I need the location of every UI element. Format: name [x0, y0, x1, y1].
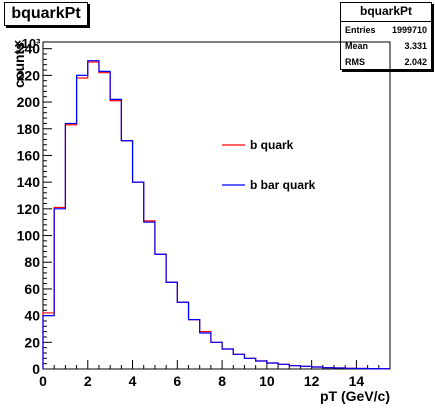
y-tick-label: 20: [24, 334, 40, 350]
legend-label-b-bar-quark: b bar quark: [250, 178, 316, 192]
series-b-bar-quark-line: [42, 60, 390, 370]
y-tick-label: 180: [17, 121, 41, 137]
stats-label-rms: RMS: [345, 57, 365, 67]
stats-value-mean: 3.331: [404, 41, 427, 51]
x-axis-label: pT (GeV/c): [320, 388, 390, 404]
series-b-quark-line: [42, 61, 390, 370]
stats-row-mean: Mean 3.331: [341, 38, 431, 54]
x-tick-label: 8: [218, 373, 226, 389]
y-tick-label: 240: [17, 41, 41, 57]
y-tick-label: 0: [32, 361, 40, 377]
y-tick-label: 100: [17, 228, 41, 244]
y-tick-label: 120: [17, 201, 41, 217]
histogram-title: bquarkPt: [4, 2, 88, 26]
stats-row-entries: Entries 1999710: [341, 22, 431, 38]
x-tick-label: 10: [259, 373, 275, 389]
y-tick-label: 200: [17, 94, 41, 110]
y-multiplier: ×10³: [14, 36, 41, 51]
x-tick-label: 0: [39, 373, 47, 389]
plot-frame: [42, 41, 391, 370]
x-tick-label: 12: [304, 373, 320, 389]
stats-label-entries: Entries: [345, 25, 376, 35]
y-tick-label: 60: [24, 281, 40, 297]
stats-value-entries: 1999710: [391, 25, 427, 35]
x-tick-label: 2: [84, 373, 92, 389]
stats-box: bquarkPt Entries 1999710 Mean 3.331 RMS …: [340, 2, 432, 70]
x-tick-label: 6: [173, 373, 181, 389]
x-tick-label: 4: [129, 373, 137, 389]
y-tick-label: 160: [17, 147, 41, 163]
y-tick-label: 220: [17, 67, 41, 83]
y-tick-label: 80: [24, 254, 40, 270]
stats-row-rms: RMS 2.042: [341, 54, 431, 70]
x-tick-label: 14: [349, 373, 365, 389]
y-tick-label: 140: [17, 174, 41, 190]
stats-box-name: bquarkPt: [341, 3, 431, 22]
stats-value-rms: 2.042: [404, 57, 427, 67]
y-axis-label: counts: [11, 42, 27, 88]
legend-label-b-quark: b quark: [250, 138, 294, 152]
stats-label-mean: Mean: [345, 41, 369, 51]
y-tick-label: 40: [24, 308, 40, 324]
